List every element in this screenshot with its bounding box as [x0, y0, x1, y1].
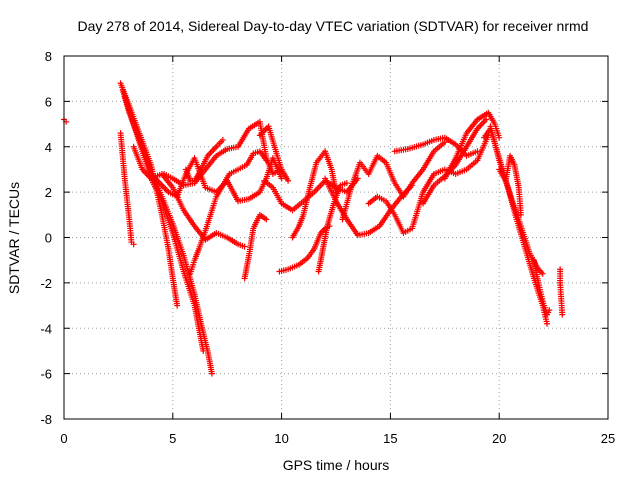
data-point	[343, 180, 350, 187]
data-point	[278, 175, 285, 182]
data-point	[263, 216, 270, 223]
y-tick-label: -4	[40, 321, 52, 336]
data-point	[517, 211, 524, 218]
data-point	[278, 166, 285, 173]
series-arc-25	[496, 152, 524, 218]
data-point	[546, 307, 553, 314]
y-tick-label: -6	[40, 367, 52, 382]
x-tick-label: 25	[601, 431, 615, 446]
data-point	[174, 302, 181, 309]
data-point	[354, 175, 361, 182]
data-point	[539, 270, 546, 277]
data-point	[474, 148, 481, 155]
x-tick-label: 20	[492, 431, 506, 446]
series-arc-02	[117, 130, 137, 248]
series-arc-22	[441, 109, 503, 182]
series-arc-23	[480, 125, 546, 277]
series-arc-26	[531, 257, 553, 318]
series-arc-27	[557, 266, 566, 318]
data-point	[285, 177, 292, 184]
x-tick-label: 0	[60, 431, 67, 446]
x-axis-label: GPS time / hours	[283, 457, 390, 473]
series-arc-16	[289, 148, 339, 241]
series-arc-01	[61, 116, 70, 125]
y-axis-ticks: -8 -6 -4 -2 0 2 4 6 8	[40, 49, 608, 427]
x-tick-label: 5	[169, 431, 176, 446]
y-tick-label: 6	[45, 94, 52, 109]
chart-title: Day 278 of 2014, Sidereal Day-to-day VTE…	[78, 18, 589, 34]
x-tick-label: 15	[383, 431, 397, 446]
y-tick-label: -2	[40, 276, 52, 291]
data-point	[219, 136, 226, 143]
series-arc-09	[187, 148, 270, 277]
y-tick-label: 2	[45, 185, 52, 200]
data-point	[130, 241, 137, 248]
data-point	[544, 320, 551, 327]
grid-lines	[64, 56, 608, 419]
data-point	[263, 157, 270, 164]
data-point	[559, 311, 566, 318]
y-tick-label: -8	[40, 412, 52, 427]
y-tick-label: 4	[45, 140, 52, 155]
series-arc-10	[182, 136, 226, 184]
x-tick-label: 10	[274, 431, 288, 446]
series-arc-13	[256, 123, 285, 173]
y-tick-label: 8	[45, 49, 52, 64]
y-tick-label: 0	[45, 231, 52, 246]
data-point	[483, 116, 490, 123]
data-point	[208, 370, 215, 377]
series-arc-05	[121, 93, 207, 354]
series-arc-11	[241, 211, 270, 282]
y-axis-label: SDTVAR / TECUs	[6, 182, 22, 294]
data-series	[61, 80, 566, 377]
data-point	[496, 134, 503, 141]
x-axis-ticks: 0 5 10 15 20 25	[60, 56, 615, 446]
data-point	[241, 243, 248, 250]
series-arc-18	[339, 139, 448, 223]
data-point	[200, 347, 207, 354]
data-point	[333, 189, 339, 196]
